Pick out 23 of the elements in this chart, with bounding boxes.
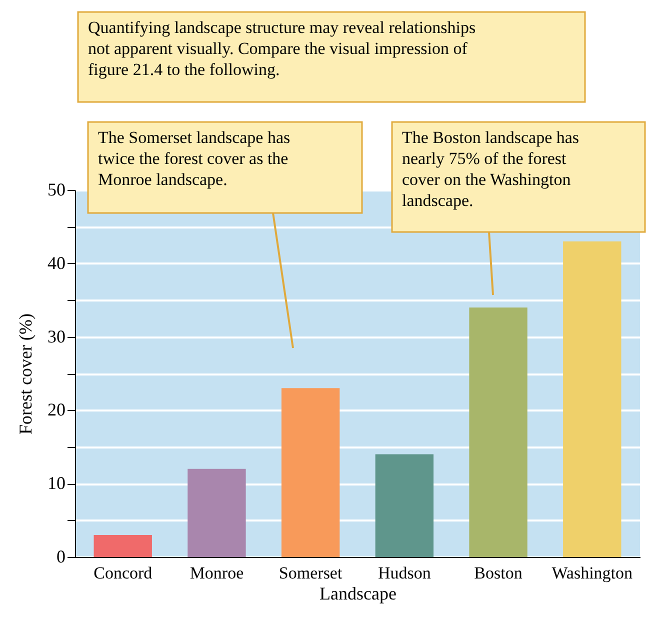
y-tick-label: 20 (48, 400, 66, 420)
x-tick-label: Somerset (278, 564, 342, 582)
bar (469, 307, 528, 557)
bar (94, 534, 152, 557)
x-tick-label: Monroe (190, 564, 244, 582)
y-tick-label: 0 (56, 546, 66, 566)
bar (375, 454, 434, 557)
y-tick-label: 30 (48, 326, 66, 346)
x-axis-title: Landscape (320, 584, 396, 604)
annotation: The Boston landscape has nearly 75% of the forest cover on the Washington landscape. (402, 128, 580, 210)
y-tick-label: 40 (48, 252, 66, 273)
bar (281, 388, 340, 557)
bar (563, 241, 622, 557)
x-tick-label: Washington (552, 564, 634, 582)
y-tick-label: 50 (48, 180, 66, 200)
x-tick-label: Hudson (378, 564, 432, 582)
x-tick-label: Boston (474, 564, 523, 582)
y-tick-label: 10 (48, 473, 66, 494)
x-tick-label: Concord (94, 564, 153, 582)
y-axis-title: Forest cover (%) (16, 314, 36, 434)
text: The Somerset landscape has twice the forest cover as the Monroe landscape. (98, 128, 290, 189)
text: Quantifying landscape structure may reveal relationships not apparent visually. Compare the visual impression of figure 21.4 to the following. (88, 18, 476, 79)
bar (188, 468, 246, 557)
